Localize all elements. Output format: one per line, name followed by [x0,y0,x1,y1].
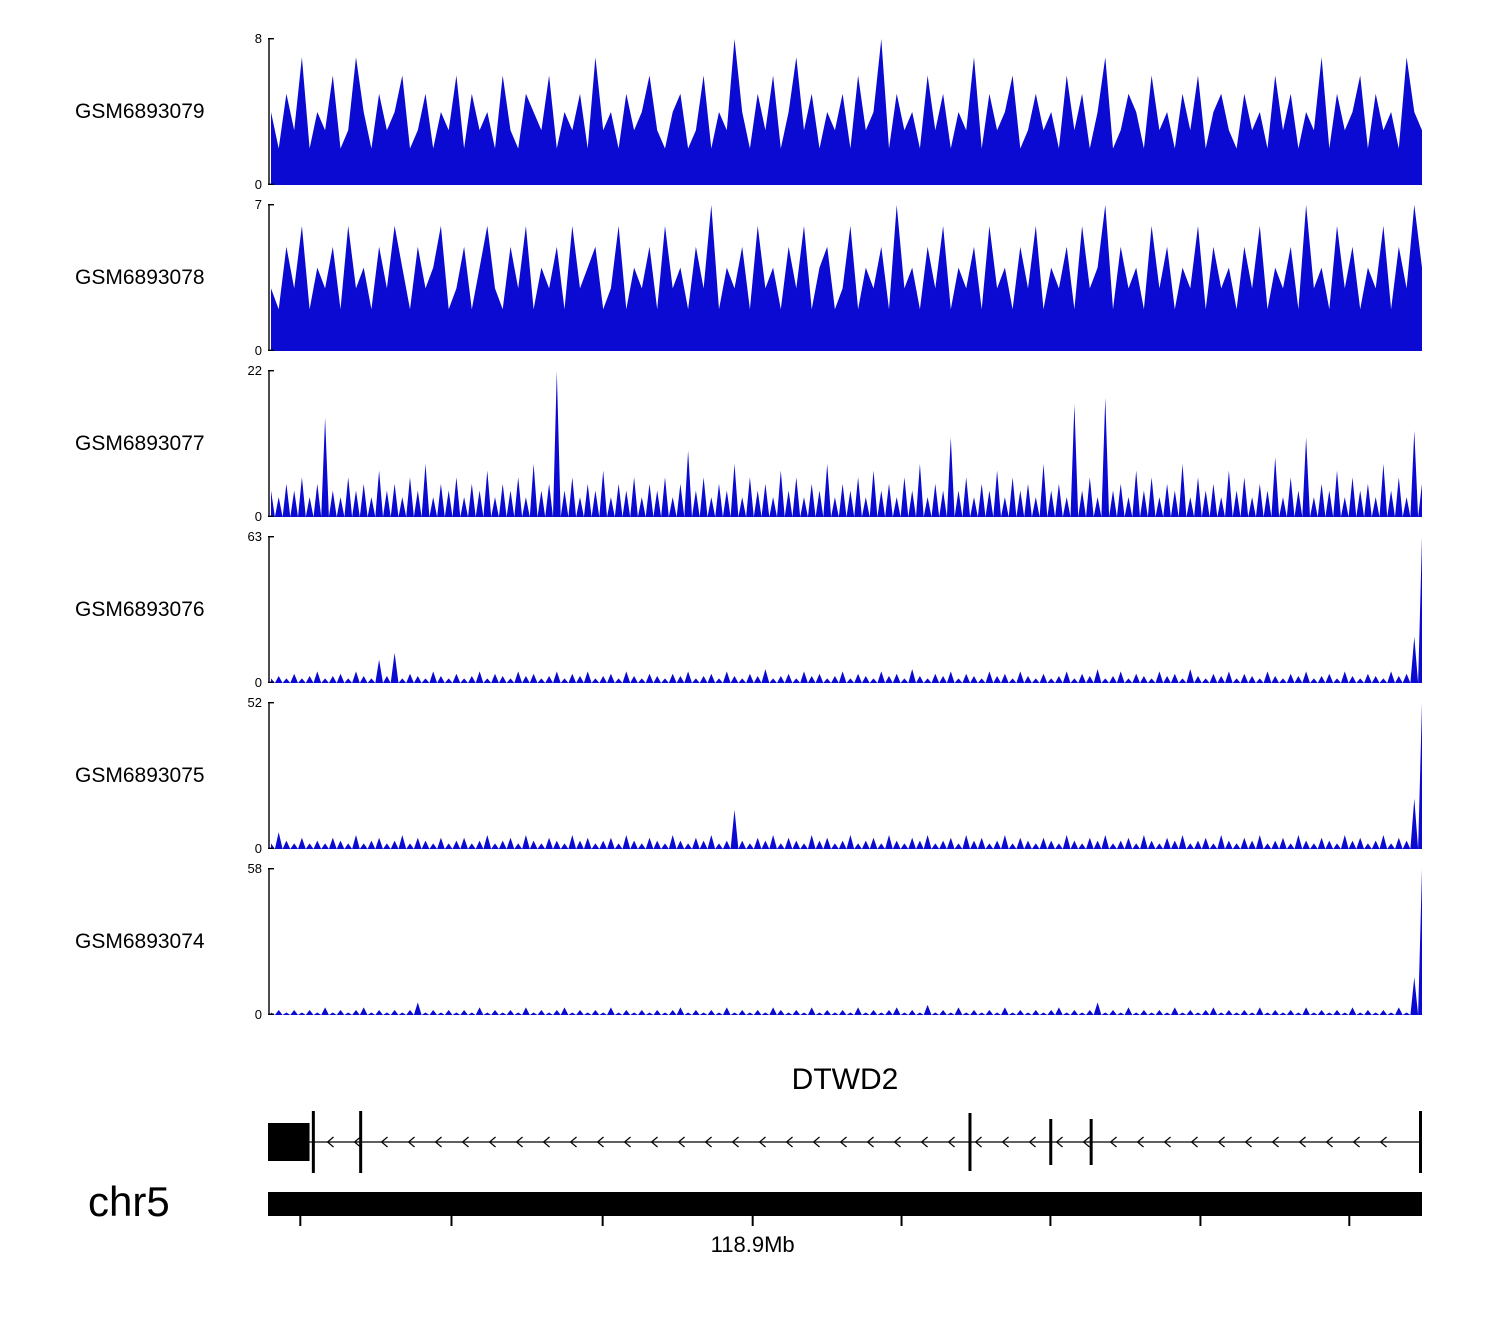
coverage-track-list: GSM6893079 8 0 GSM6893078 7 0 GSM6893077 22 0 GSM… [0,31,1500,1034]
position-label: 118.9Mb [710,1232,795,1257]
y-axis-zero-label: 0 [254,343,262,358]
track-label: GSM6893078 [75,266,205,289]
y-axis-max-label: 63 [247,529,262,544]
gene-model-drawing [268,1111,1422,1173]
coverage-plot: 22 0 [248,363,1422,524]
coverage-track: GSM6893075 52 0 [0,695,1500,856]
y-axis-max-label: 52 [247,695,262,710]
chromosome-ideogram-bar [268,1192,1422,1216]
y-axis-zero-label: 0 [254,1007,262,1022]
y-axis-max-label: 58 [247,861,262,876]
coverage-plot: 58 0 [248,861,1422,1022]
coverage-track: GSM6893076 63 0 [0,529,1500,690]
coverage-signal [268,370,1422,517]
coverage-track: GSM6893079 8 0 [0,31,1500,192]
track-label: GSM6893079 [75,100,205,123]
coverage-signal [268,702,1422,849]
coverage-plot: 63 0 [248,529,1422,690]
y-axis-max-label: 8 [254,31,262,46]
chromosome-label: chr5 [88,1178,170,1225]
y-axis-zero-label: 0 [254,841,262,856]
coverage-plot: 52 0 [248,695,1422,856]
track-label: GSM6893077 [75,432,205,455]
coverage-signal [268,204,1422,351]
coverage-track: GSM6893074 58 0 [0,861,1500,1022]
y-axis-max-label: 22 [247,363,262,378]
coverage-signal [268,536,1422,683]
coverage-track: GSM6893078 7 0 [0,197,1500,358]
chromosome-axis-ticks [268,1216,1422,1228]
track-label: GSM6893075 [75,764,205,787]
y-axis-zero-label: 0 [254,675,262,690]
track-label: GSM6893074 [75,930,205,953]
position-axis: 118.9Mb [268,1232,1422,1262]
coverage-signal [268,38,1422,185]
y-axis-zero-label: 0 [254,177,262,192]
coverage-signal [268,868,1422,1015]
y-axis-max-label: 7 [254,197,262,212]
axis-ticks-drawing [299,1216,1351,1226]
coverage-track: GSM6893077 22 0 [0,363,1500,524]
track-label: GSM6893076 [75,598,205,621]
gene-name-label: DTWD2 [791,1063,899,1096]
gene-model [268,1100,1422,1184]
y-axis-zero-label: 0 [254,509,262,524]
